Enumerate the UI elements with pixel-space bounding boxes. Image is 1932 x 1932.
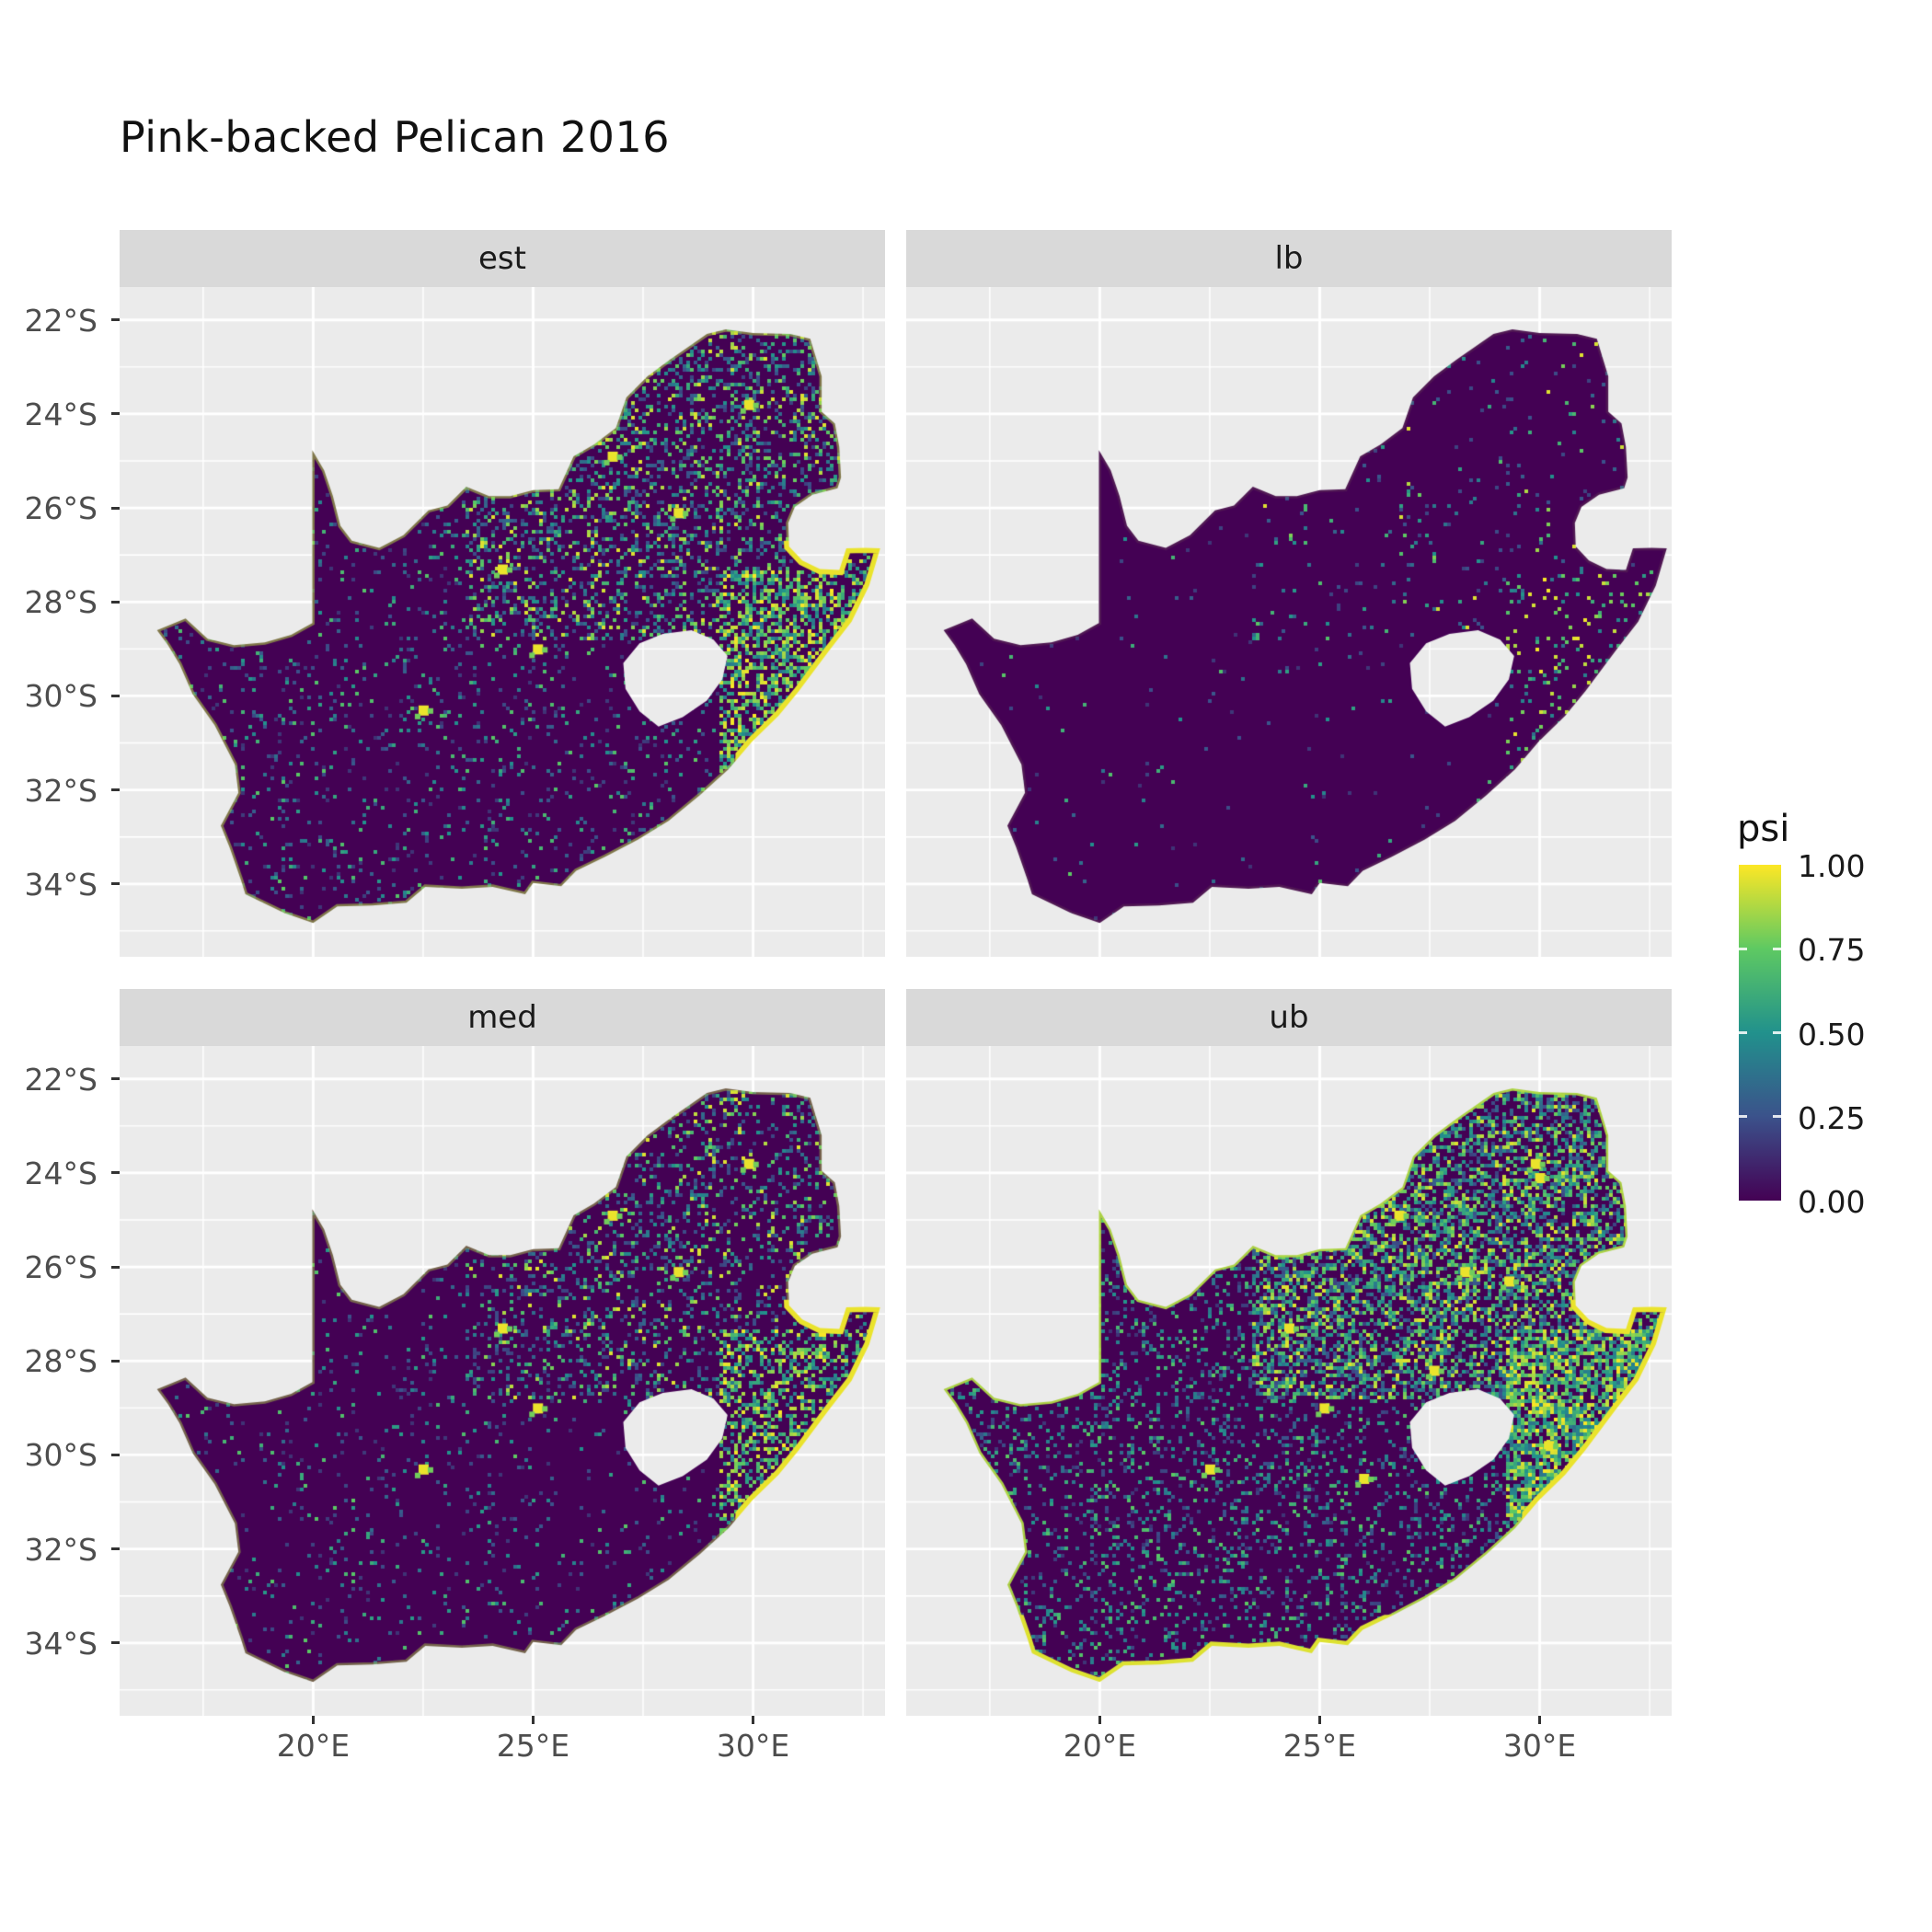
x-tick-mark <box>1538 1716 1542 1724</box>
y-tick-mark <box>111 1077 120 1081</box>
y-tick-mark <box>111 788 120 792</box>
y-tick-mark <box>111 1171 120 1175</box>
facet-strip-est: est <box>120 230 885 287</box>
y-tick-label: 32°S <box>24 1531 98 1568</box>
facet-strip-label-est: est <box>478 240 526 277</box>
y-tick-label: 26°S <box>24 1249 98 1286</box>
x-tick-mark <box>1098 1716 1101 1724</box>
y-tick-mark <box>111 694 120 697</box>
legend-tick-label: 0.25 <box>1798 1099 1866 1136</box>
legend-colorbar-tick <box>1773 1031 1781 1034</box>
x-tick-label: 30°E <box>716 1728 790 1764</box>
facet-ub: ub <box>906 989 1672 1716</box>
y-tick-label: 30°S <box>24 1437 98 1474</box>
x-tick-mark <box>752 1716 755 1724</box>
y-tick-mark <box>111 1265 120 1269</box>
x-tick-mark <box>1317 1716 1321 1724</box>
facet-strip-label-med: med <box>467 999 537 1036</box>
legend-tick-label: 0.00 <box>1798 1184 1866 1220</box>
y-tick-label: 26°S <box>24 490 98 527</box>
y-tick-mark <box>111 600 120 604</box>
y-tick-label: 22°S <box>24 1061 98 1098</box>
y-tick-label: 24°S <box>24 396 98 432</box>
facet-med: med <box>120 989 885 1716</box>
facet-strip-med: med <box>120 989 885 1046</box>
facet-strip-ub: ub <box>906 989 1672 1046</box>
facet-est: est <box>120 230 885 957</box>
map-panel-lb <box>906 287 1672 957</box>
x-tick-label: 30°E <box>1502 1728 1577 1764</box>
legend-title: psi <box>1737 808 1790 850</box>
y-tick-mark <box>111 1641 120 1645</box>
y-tick-label: 32°S <box>24 772 98 809</box>
legend-tick-label: 0.75 <box>1798 932 1866 969</box>
legend-colorbar-tick <box>1773 1115 1781 1119</box>
y-tick-mark <box>111 1547 120 1551</box>
x-tick-label: 20°E <box>276 1728 351 1764</box>
map-panel-ub <box>906 1046 1672 1716</box>
legend-colorbar-tick <box>1739 1115 1747 1119</box>
y-tick-label: 34°S <box>24 1625 98 1662</box>
y-tick-label: 24°S <box>24 1155 98 1191</box>
legend: psi 1.00 0.75 0.50 0.25 0.00 <box>1737 808 1930 1217</box>
legend-tick-label: 0.50 <box>1798 1016 1866 1052</box>
y-tick-label: 28°S <box>24 1343 98 1380</box>
plot-title: Pink-backed Pelican 2016 <box>120 112 670 162</box>
map-panel-est <box>120 287 885 957</box>
y-tick-label: 30°S <box>24 678 98 715</box>
legend-tick-label: 1.00 <box>1798 848 1866 884</box>
legend-colorbar-tick <box>1739 947 1747 950</box>
y-tick-mark <box>111 882 120 886</box>
y-tick-label: 22°S <box>24 302 98 339</box>
x-tick-mark <box>531 1716 535 1724</box>
y-tick-mark <box>111 506 120 510</box>
y-tick-label: 34°S <box>24 866 98 903</box>
map-panel-med <box>120 1046 885 1716</box>
legend-colorbar-tick <box>1739 1031 1747 1034</box>
y-tick-mark <box>111 318 120 322</box>
y-tick-label: 28°S <box>24 584 98 621</box>
x-tick-mark <box>311 1716 315 1724</box>
facet-strip-label-ub: ub <box>1269 999 1309 1036</box>
legend-colorbar-tick <box>1773 947 1781 950</box>
y-tick-mark <box>111 1453 120 1456</box>
facet-strip-label-lb: lb <box>1274 240 1304 277</box>
y-tick-mark <box>111 1359 120 1363</box>
x-tick-label: 25°E <box>1282 1728 1357 1764</box>
facet-strip-lb: lb <box>906 230 1672 287</box>
x-tick-label: 25°E <box>496 1728 570 1764</box>
x-tick-label: 20°E <box>1063 1728 1137 1764</box>
facet-lb: lb <box>906 230 1672 957</box>
y-tick-mark <box>111 412 120 416</box>
